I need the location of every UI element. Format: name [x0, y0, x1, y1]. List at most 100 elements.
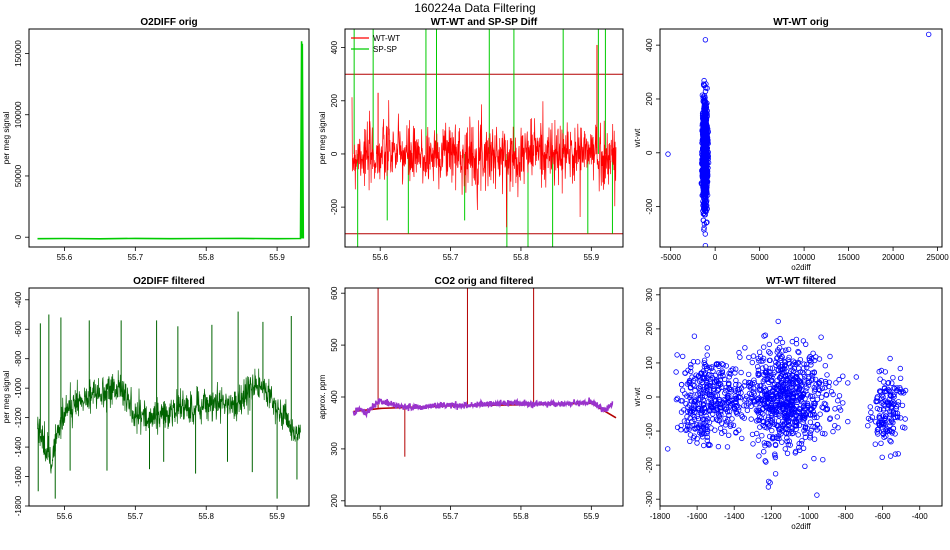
scatter-point: [782, 411, 788, 417]
y-axis-label: wt-wt: [633, 128, 642, 148]
scatter-point: [785, 419, 791, 425]
y-tick-label: -200: [330, 199, 339, 216]
scatter-point: [702, 37, 709, 43]
scatter-point: [802, 463, 808, 469]
scatter-point: [782, 359, 789, 365]
scatter-point: [869, 414, 876, 420]
y-axis-label: per meg signal: [2, 371, 11, 424]
scatter-point: [695, 406, 701, 412]
x-tick-label: 15000: [837, 253, 860, 262]
scatter-point: [701, 227, 707, 233]
scatter-point: [799, 393, 805, 400]
scatter-point: [882, 398, 888, 404]
scatter-point: [706, 419, 713, 426]
y-tick-label: 200: [645, 322, 654, 336]
scatter-point: [761, 371, 767, 378]
scatter-point: [791, 390, 798, 397]
scatter-point: [805, 402, 811, 409]
scatter-point: [808, 427, 814, 434]
scatter-point: [892, 385, 898, 392]
scatter-point: [890, 399, 896, 405]
plot-frame: [659, 28, 943, 248]
scatter-point: [835, 398, 841, 404]
scatter-point: [761, 449, 767, 455]
scatter-point: [795, 348, 801, 355]
scatter-point: [876, 368, 882, 375]
scatter-point: [755, 370, 761, 377]
scatter-point: [741, 383, 748, 389]
scatter-point: [887, 419, 893, 426]
scatter-point: [807, 419, 814, 425]
scatter-point: [685, 367, 691, 373]
scatter-point: [769, 365, 776, 371]
scatter-point: [736, 382, 742, 388]
scatter-point: [746, 401, 752, 407]
panel-title: O2DIFF orig: [140, 17, 197, 28]
scatter-point: [723, 387, 729, 394]
scatter-point: [888, 439, 894, 445]
scatter-point: [772, 441, 779, 448]
scatter-point: [840, 373, 846, 379]
x-tick-label: 55.8: [198, 253, 214, 262]
scatter-point: [894, 385, 900, 391]
y-tick-label: 0: [645, 150, 654, 155]
scatter-point: [797, 447, 803, 453]
scatter-point: [717, 373, 724, 380]
p1-plot-area: [37, 41, 305, 240]
scatter-point: [826, 383, 832, 390]
plot-frame: [344, 28, 624, 248]
scatter-point: [688, 368, 694, 375]
p1-panel: O2DIFF orig per meg signal 55.6 55.7 55.8 55.…: [2, 17, 310, 262]
scatter-point: [726, 374, 732, 380]
scatter-point: [821, 400, 828, 407]
y-tick-label: 400: [330, 390, 339, 404]
scatter-point: [699, 416, 706, 422]
scatter-point: [741, 397, 748, 403]
scatter-point: [704, 113, 710, 119]
scatter-point: [702, 158, 709, 164]
scatter-point: [760, 397, 766, 403]
scatter-point: [700, 116, 706, 122]
scatter-point: [702, 243, 709, 247]
scatter-point: [798, 383, 804, 389]
scatter-point: [788, 407, 795, 413]
scatter-point: [721, 405, 727, 411]
scatter-point: [770, 435, 776, 441]
scatter-point: [776, 344, 783, 351]
scatter-point: [788, 409, 795, 416]
scatter-point: [876, 413, 883, 419]
scatter-point: [902, 416, 908, 422]
scatter-point: [707, 442, 713, 448]
scatter-point: [874, 429, 880, 435]
scatter-point: [684, 419, 690, 425]
scatter-point: [748, 416, 754, 422]
x-tick-label: 55.9: [584, 253, 600, 262]
scatter-point: [721, 428, 728, 435]
scatter-point: [783, 414, 789, 421]
scatter-point: [823, 391, 829, 398]
scatter-point: [777, 391, 783, 398]
x-tick-label: 55.9: [269, 253, 285, 262]
y-tick-label: 50000: [14, 164, 23, 187]
scatter-point: [697, 383, 704, 390]
scatter-point: [730, 422, 737, 428]
scatter-point: [714, 378, 720, 385]
scatter-point: [830, 391, 836, 398]
scatter-point: [746, 371, 752, 378]
scatter-point: [791, 405, 797, 412]
x-tick-label: 55.8: [198, 512, 214, 521]
x-tick-label: 55.6: [372, 512, 388, 521]
y-tick-label: 400: [645, 38, 654, 52]
y-tick-label: -300: [645, 491, 654, 508]
scatter-point: [895, 399, 902, 405]
scatter-point: [756, 349, 763, 355]
scatter-point: [697, 421, 703, 427]
scatter-point: [723, 406, 729, 413]
scatter-point: [702, 416, 708, 422]
scatter-point: [805, 369, 811, 376]
scatter-point: [765, 399, 771, 405]
scatter-point: [689, 374, 695, 380]
scatter-point: [748, 385, 754, 391]
scatter-point: [778, 379, 784, 386]
scatter-point: [704, 178, 710, 185]
